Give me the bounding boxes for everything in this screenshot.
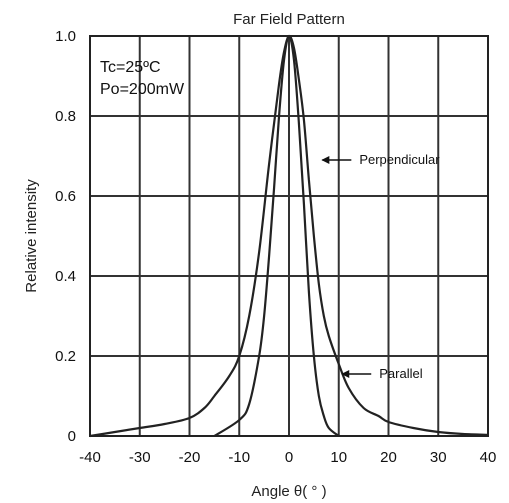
x-axis-ticks: -40 -30 -20 -10 0 10 20 30 40 [79, 449, 496, 466]
series-label-parallel: Parallel [379, 366, 422, 381]
label-arrowhead-perpendicular [321, 156, 330, 164]
y-tick-label: 1.0 [55, 28, 76, 45]
grid [89, 35, 489, 437]
y-axis-title: Relative intensity [23, 179, 40, 293]
annotation: Tc=25ºC Po=200mW [100, 59, 185, 98]
series-label-perpendicular: Perpendicular [359, 152, 440, 167]
y-tick-label: 0 [68, 428, 76, 445]
series-line-parallel [213, 34, 340, 437]
chart-title: Far Field Pattern [233, 11, 345, 28]
x-tick-label: 10 [330, 449, 347, 466]
x-axis-title: Angle θ( ° ) [251, 483, 326, 500]
x-tick-label: 40 [480, 449, 497, 466]
x-tick-label: -40 [79, 449, 101, 466]
x-tick-label: -30 [129, 449, 151, 466]
y-tick-label: 0.8 [55, 108, 76, 125]
y-tick-label: 0.6 [55, 188, 76, 205]
label-arrowhead-parallel [341, 370, 350, 378]
y-tick-label: 0.4 [55, 268, 76, 285]
y-axis-ticks: 0 0.2 0.4 0.6 0.8 1.0 [55, 28, 76, 445]
x-tick-label: -20 [179, 449, 201, 466]
curves: Perpendicular Parallel [89, 34, 489, 438]
x-tick-label: 0 [285, 449, 293, 466]
condition-text: Tc=25ºC [100, 59, 161, 76]
y-tick-label: 0.2 [55, 348, 76, 365]
condition-text: Po=200mW [100, 81, 185, 98]
x-tick-label: -10 [228, 449, 250, 466]
series-line-perpendicular [89, 34, 489, 438]
x-tick-label: 20 [380, 449, 397, 466]
x-tick-label: 30 [430, 449, 447, 466]
